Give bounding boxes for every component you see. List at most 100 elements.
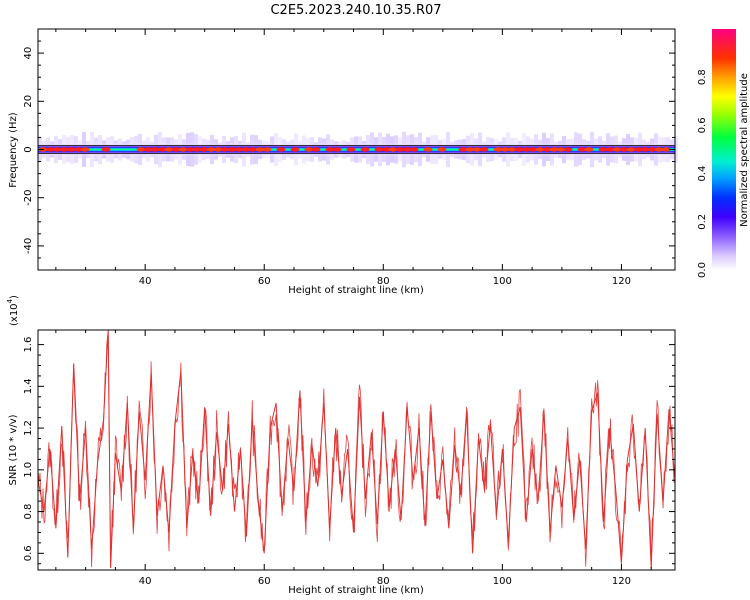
snr-y-tick-label: 1.2: [23, 420, 34, 436]
band-peak: [577, 147, 587, 152]
colorbar-tick-label: 0.8: [697, 69, 708, 85]
band-peak: [647, 147, 657, 152]
snr-x-tick-label: 40: [139, 576, 152, 587]
band-peak: [563, 147, 573, 152]
band-peak: [101, 147, 111, 152]
heatmap-x-tick-label: 60: [258, 276, 271, 287]
heatmap-x-tick-label: 100: [493, 276, 512, 287]
band-peak: [633, 147, 643, 152]
heatmap-y-tick-label: -20: [23, 190, 34, 206]
snr-x-ticks: 40 60 80 100 120: [55, 330, 652, 587]
exponent-power: 4: [6, 298, 14, 303]
heatmap-y-ticks: -40 -20 0 20 40: [23, 40, 675, 259]
snr-series: [37, 329, 676, 568]
snr-y-tick-label: 1.0: [23, 462, 34, 478]
band-peak: [255, 147, 265, 152]
band-core: [38, 142, 675, 157]
band-peak: [395, 147, 405, 152]
band-peak: [73, 147, 83, 152]
band-peak: [150, 147, 160, 152]
band-peak: [45, 147, 55, 152]
snr-frame: [37, 329, 676, 571]
snr-y-axis-label: SNR (10 * v/v): [8, 414, 19, 485]
band-peak: [192, 147, 202, 152]
heatmap-y-tick-label: -40: [23, 238, 34, 254]
band-peak: [276, 147, 286, 152]
colorbar: 0.0 0.2 0.4 0.6 0.8 Normalized spectral ampl…: [697, 29, 750, 278]
band-peak: [325, 147, 335, 152]
band-peak: [304, 147, 314, 152]
band-peak: [493, 147, 503, 152]
band-peak: [213, 147, 223, 152]
band-peak: [605, 147, 615, 152]
band-peak: [136, 147, 146, 152]
band-peak: [241, 147, 251, 152]
band-peak: [514, 147, 524, 152]
heatmap-x-ticks: 40 60 80 100 120: [55, 29, 652, 287]
heatmap-x-tick-label: 40: [139, 276, 152, 287]
band-peak: [661, 147, 671, 152]
snr-y-tick-label: 0.6: [23, 545, 34, 561]
colorbar-label: Normalized spectral amplitude: [739, 73, 750, 227]
snr-x-axis-label: Height of straight line (km): [288, 585, 424, 596]
heatmap-x-tick-label: 80: [377, 276, 390, 287]
band-peak: [542, 147, 552, 152]
colorbar-tick-label: 0.4: [697, 166, 708, 182]
band-peak: [178, 147, 188, 152]
snr-y-ticks: 0.6 0.8 1.0 1.2 1.4 1.6: [23, 337, 675, 565]
band-peak: [402, 147, 412, 152]
band-peak: [535, 147, 545, 152]
snr-y-tick-label: 1.4: [23, 378, 34, 394]
colorbar-gradient: [712, 29, 736, 270]
band-peak: [409, 147, 419, 152]
snr-panel: 40 60 80 100 120 0.6 0.8 1.0 1.2 1.4 1.6 Height o…: [6, 295, 676, 596]
band-peak: [472, 147, 482, 152]
band-peak: [332, 147, 342, 152]
band-peak: [500, 147, 510, 152]
snr-y-tick-label: 0.8: [23, 504, 34, 520]
band-peak: [220, 147, 230, 152]
spectrogram-panel: 40 60 80 100 120 -40 -20 0 20 40 Height of strai…: [8, 28, 678, 296]
snr-x-tick-label: 120: [612, 576, 631, 587]
svg-text:(x104): (x104): [6, 295, 20, 326]
band-haze: [674, 136, 678, 163]
snr-line-detail: [37, 332, 675, 568]
band-peak: [199, 147, 209, 152]
band-peak: [360, 147, 370, 152]
band-peak: [458, 147, 468, 152]
colorbar-ticks: 0.0 0.2 0.4 0.6 0.8: [697, 69, 708, 278]
heatmap-y-tick-label: 40: [23, 47, 34, 60]
band-peak: [66, 147, 76, 152]
band-peak: [584, 147, 594, 152]
snr-exponent-label: (x104): [6, 295, 20, 326]
colorbar-tick-label: 0.0: [697, 262, 708, 278]
heatmap-y-tick-label: 0: [23, 146, 34, 152]
heatmap-y-axis-label: Frequency (Hz): [8, 112, 19, 188]
snr-y-tick-label: 1.6: [23, 337, 34, 353]
exponent-suffix: ): [9, 295, 20, 299]
band-peak: [346, 147, 356, 152]
band-peak: [507, 147, 517, 152]
band-peak: [465, 147, 475, 152]
exponent-prefix: (x10: [9, 303, 20, 326]
band-peak: [290, 147, 300, 152]
heatmap-y-tick-label: 20: [23, 95, 34, 108]
band-peak: [206, 147, 216, 152]
band-peak: [157, 147, 167, 152]
figure-title: C2E5.2023.240.10.35.R07: [270, 3, 441, 18]
band-peak: [185, 147, 195, 152]
snr-x-tick-label: 80: [377, 576, 390, 587]
band-peak: [437, 147, 447, 152]
band-peak: [528, 147, 538, 152]
colorbar-tick-label: 0.2: [697, 214, 708, 230]
band-peak: [164, 147, 174, 152]
band-peak: [59, 147, 69, 152]
band-peak: [626, 147, 636, 152]
band-peak: [143, 147, 153, 152]
band-peak: [619, 147, 629, 152]
snr-x-tick-label: 100: [493, 576, 512, 587]
band-peak: [248, 147, 258, 152]
colorbar-tick-label: 0.6: [697, 117, 708, 133]
band-peak: [388, 147, 398, 152]
